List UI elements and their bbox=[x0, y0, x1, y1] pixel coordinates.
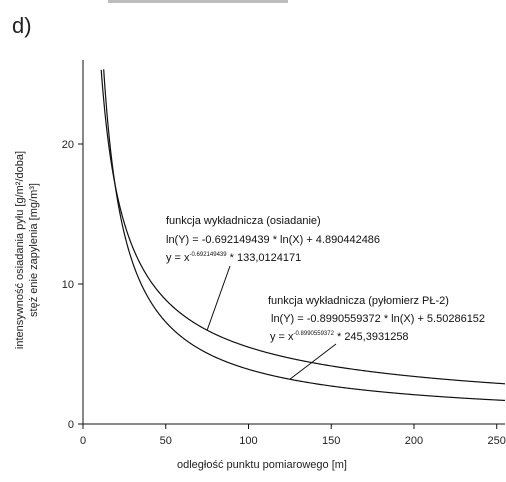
y-tick-label: 0 bbox=[68, 419, 74, 431]
y-tick-group: 0 10 20 bbox=[62, 139, 83, 431]
annotation-pylomierz-ln-equation: ln(Y) = -0.8990559372 * ln(X) + 5.502861… bbox=[271, 313, 485, 325]
annotation-leader-line bbox=[206, 265, 231, 331]
x-tick-label: 250 bbox=[488, 435, 506, 447]
annotation-pylomierz-power-equation: y = x-0.8990559372 * 245,3931258 bbox=[270, 331, 409, 343]
annotation-leader-line bbox=[289, 343, 337, 380]
annotation-osiadanie: funkcja wykładnicza (osiadanie) ln(Y) = … bbox=[166, 215, 380, 264]
curve-pylomierz bbox=[103, 69, 506, 402]
annotation-osiadanie-ln-equation: ln(Y) = -0.692149439 * ln(X) + 4.8904424… bbox=[166, 234, 380, 246]
annotation-pylomierz-title: funkcja wykładnicza (pyłomierz PŁ-2) bbox=[268, 295, 449, 307]
x-tick-label: 50 bbox=[160, 435, 172, 447]
y-tick-label: 10 bbox=[62, 279, 74, 291]
x-tick-label: 200 bbox=[405, 435, 423, 447]
cropped-header-strip bbox=[108, 0, 288, 3]
x-axis-label: odległość punktu pomiarowego [m] bbox=[177, 459, 347, 471]
panel-label: d) bbox=[12, 13, 32, 38]
x-tick-group: 0 50 100 150 200 250 bbox=[80, 424, 506, 447]
annotation-pylomierz: funkcja wykładnicza (pyłomierz PŁ-2) ln(… bbox=[268, 295, 485, 343]
y-axis-label-line1: intensywność osiadania pyłu [g/m²/doba] bbox=[14, 151, 26, 349]
x-tick-label: 0 bbox=[80, 435, 86, 447]
x-tick-label: 100 bbox=[239, 435, 257, 447]
annotation-osiadanie-power-equation: y = x-0.692149439 * 133,0124171 bbox=[166, 252, 301, 264]
leader-line-group bbox=[206, 265, 337, 380]
curve-group bbox=[100, 69, 506, 402]
y-axis-label-line2: stęż enie zapylenia [mg/m³] bbox=[28, 183, 40, 317]
x-tick-label: 150 bbox=[322, 435, 340, 447]
annotation-osiadanie-title: funkcja wykładnicza (osiadanie) bbox=[166, 215, 321, 227]
y-tick-label: 20 bbox=[62, 139, 74, 151]
curve-osiadanie bbox=[100, 69, 506, 385]
